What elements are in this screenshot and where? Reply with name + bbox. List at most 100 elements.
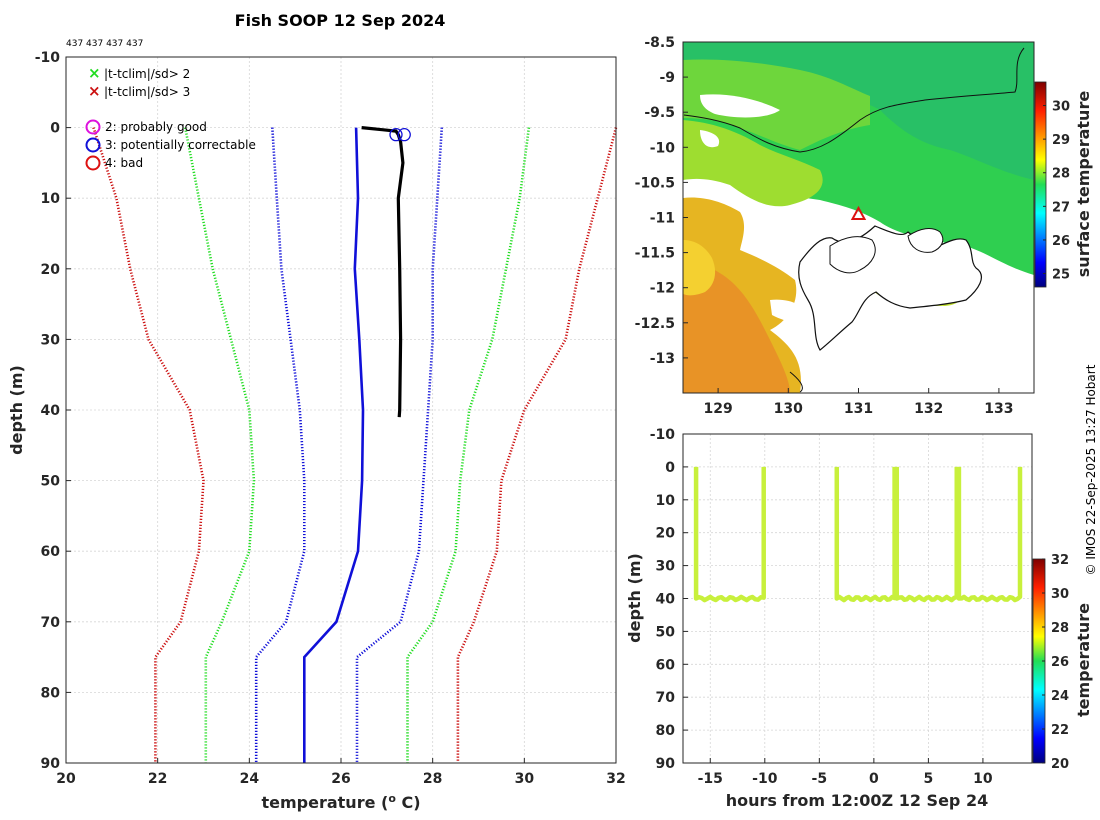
- probe-ids: 437 437 437 437: [66, 39, 143, 49]
- profile-line-clim_minus_1sd: [254, 127, 306, 763]
- profile-xtick-label: 32: [606, 771, 625, 787]
- depth-time-ytick-label: 30: [656, 559, 676, 575]
- sst-colorbar-tick-label: 25: [1052, 268, 1070, 283]
- legend-circle-label: 2: probably good: [105, 120, 207, 134]
- depth-time-ytick-label: 90: [656, 756, 676, 772]
- legend-cross-label: |t-tclim|/sd> 3: [104, 85, 190, 99]
- temperature-colorbar-tick-label: 22: [1051, 723, 1069, 738]
- depth-time-xlabel: hours from 12:00Z 12 Sep 24: [726, 791, 988, 810]
- depth-time-casts: [693, 466, 1023, 603]
- map-ytick-label: -10: [650, 140, 676, 156]
- profile-panel: 20 22 24 26 28 30 32 -10 0 10 20 30 40 50 60 70 80 90 tem…: [7, 50, 626, 812]
- sst-cloud-gap: [770, 299, 808, 322]
- profile-xtick-label: 20: [56, 771, 76, 787]
- profile-ticks: 20 22 24 26 28 30 32 -10 0 10 20 30 40 50 60 70 80 90: [35, 50, 626, 787]
- figure-title: Fish SOOP 12 Sep 2024: [235, 11, 446, 30]
- profile-line-clim_minus_3sd: [92, 127, 205, 763]
- map-ytick-label: -13: [650, 351, 675, 367]
- profile-xtick-label: 28: [423, 771, 442, 787]
- depth-time-xtick-label: 5: [924, 771, 934, 787]
- profile-grid: [65, 56, 617, 764]
- sst-cloud-gap: [700, 94, 780, 118]
- map-axes-box: [682, 41, 1035, 394]
- profile-ytick-label: 30: [41, 332, 61, 348]
- legend-cross-label: |t-tclim|/sd> 2: [104, 67, 190, 81]
- sst-cloud-gap: [700, 130, 720, 148]
- temperature-colorbar-tick-label: 30: [1051, 587, 1069, 602]
- profile-ytick-label: 90: [41, 756, 61, 772]
- map-xtick-label: 129: [703, 401, 732, 417]
- temperature-colorbar-tick-label: 24: [1051, 689, 1069, 704]
- depth-time-ytick-label: 80: [656, 723, 676, 739]
- map-xtick-label: 130: [774, 401, 803, 417]
- profile-ytick-label: 0: [50, 121, 60, 137]
- cast-trace: [894, 466, 959, 603]
- profile-ytick-label: 10: [41, 191, 61, 207]
- sst-zone-lightgreen: [683, 59, 870, 150]
- map-ytick-label: -10.5: [635, 175, 675, 191]
- depth-time-axes-box: [682, 433, 1033, 764]
- sst-colorbar-tick-label: 27: [1052, 200, 1070, 215]
- flag-circle: [389, 128, 403, 142]
- legend-circle-marker: [85, 155, 101, 171]
- profile-line-clim_plus_3sd: [456, 127, 618, 763]
- depth-time-xtick-label: -10: [752, 771, 778, 787]
- temperature-colorbar: 20 22 24 26 28 30 32: [1032, 553, 1069, 772]
- depth-time-xtick-label: -15: [698, 771, 723, 787]
- sst-map-image: [683, 42, 1034, 393]
- profile-line-climatology: [302, 127, 365, 763]
- temperature-colorbar-tick-label: 28: [1051, 621, 1069, 636]
- profile-ytick-label: 20: [41, 262, 61, 278]
- sst-zone-yellow: [683, 240, 716, 296]
- legend-circle-marker: [85, 119, 101, 135]
- depth-time-xtick-label: 10: [973, 771, 993, 787]
- map-xtick-label: 131: [844, 401, 873, 417]
- map-xtick-label: 133: [984, 401, 1013, 417]
- profile-ytick-label: 50: [41, 474, 61, 490]
- profile-xlabel: temperature (o C): [261, 792, 420, 812]
- depth-time-panel: -15 -10 -5 0 5 10 -10 0 10 20 30 40 50 60 70 80 90 hours…: [625, 427, 1093, 810]
- depth-time-ticks: -15 -10 -5 0 5 10 -10 0 10 20 30 40 50 60 70 80 90: [650, 427, 993, 787]
- depth-time-ytick-label: 70: [656, 690, 676, 706]
- temperature-colorbar-tick-label: 20: [1051, 757, 1069, 772]
- depth-time-xtick-label: 0: [869, 771, 879, 787]
- sst-map-panel: 129 130 131 132 133 -8.5 -9 -9.5 -10 -10.5 -11 -11.…: [635, 35, 1093, 417]
- temperature-colorbar-label: temperature: [1074, 603, 1093, 717]
- location-marker: [850, 205, 867, 220]
- temperature-colorbar-tick-label: 32: [1051, 553, 1069, 568]
- cast-trace: [956, 466, 1023, 603]
- sst-colorbar-tick-label: 28: [1052, 167, 1070, 182]
- map-ytick-label: -8.5: [644, 35, 675, 51]
- profile-xtick-label: 22: [148, 771, 167, 787]
- profile-series: [92, 126, 618, 763]
- depth-time-ylabel: depth (m): [625, 553, 644, 643]
- depth-time-xtick-label: -5: [812, 771, 828, 787]
- profile-line-clim_plus_2sd: [406, 127, 531, 763]
- flag-circle: [397, 128, 411, 142]
- depth-time-ytick-label: 10: [656, 493, 676, 509]
- sst-colorbar-tick-label: 29: [1052, 133, 1070, 148]
- legend-circle-marker: [85, 137, 101, 153]
- sst-zone-darkorange: [683, 260, 790, 393]
- legend-circle-label: 4: bad: [105, 156, 143, 170]
- depth-time-ytick-label: 60: [656, 657, 676, 673]
- legend-cross-marker: ×: [88, 64, 101, 82]
- map-ytick-label: -12: [650, 281, 675, 297]
- map-ytick-label: -11: [650, 211, 675, 227]
- location-triangle-icon: [850, 205, 867, 220]
- cast-trace: [834, 466, 897, 603]
- profile-axes-box: [65, 56, 617, 764]
- profile-xtick-label: 26: [331, 771, 350, 787]
- map-ytick-label: -9.5: [644, 105, 675, 121]
- profile-ylabel: depth (m): [7, 365, 26, 455]
- map-ytick-label: -12.5: [635, 316, 675, 332]
- map-ytick-label: -9: [659, 70, 675, 86]
- sst-colorbar: 25 26 27 28 29 30: [1034, 81, 1070, 288]
- cast-trace: [693, 466, 766, 603]
- sst-colorbar-tick-label: 26: [1052, 234, 1070, 249]
- map-ticks: 129 130 131 132 133 -8.5 -9 -9.5 -10 -10.5 -11 -11.…: [635, 35, 1014, 417]
- sst-colorbar-label: surface temperature: [1074, 91, 1093, 278]
- profile-ytick-label: 60: [41, 544, 61, 560]
- profile-legend: × |t-tclim|/sd> 2× |t-tclim|/sd> 3 2: proba…: [85, 64, 256, 171]
